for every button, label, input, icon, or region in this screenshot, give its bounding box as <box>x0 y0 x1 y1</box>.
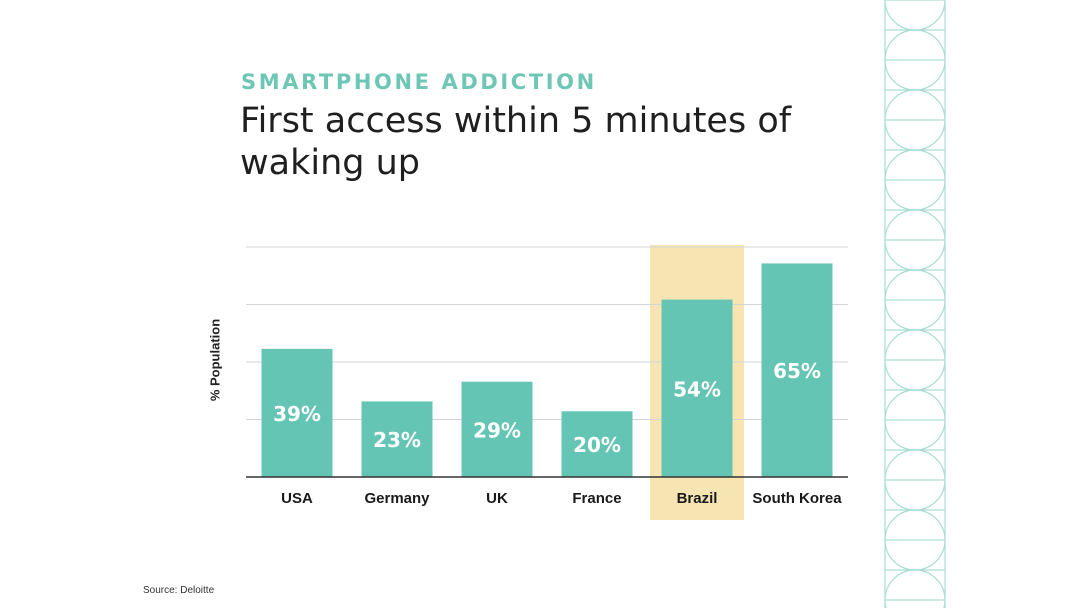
x-tick-label: Brazil <box>677 490 718 507</box>
bar-brazil <box>661 299 733 477</box>
chart-title: First access within 5 minutes of waking … <box>240 101 792 183</box>
chart-kicker: SMARTPHONE ADDICTION <box>241 70 597 94</box>
bar-usa <box>261 348 333 477</box>
bar-germany <box>361 401 433 477</box>
source-note: Source: Deloitte <box>143 585 215 596</box>
x-tick-label: South Korea <box>752 490 842 507</box>
bar-france <box>561 411 633 477</box>
value-label: 54% <box>673 377 721 401</box>
bar-south-korea <box>761 263 833 477</box>
bar-uk <box>461 381 533 477</box>
x-tick-label: USA <box>281 490 313 507</box>
x-tick-label: UK <box>486 490 508 507</box>
value-label: 23% <box>373 428 421 452</box>
x-tick-label: Germany <box>364 490 430 507</box>
decorative-pattern <box>884 0 946 608</box>
value-label: 65% <box>773 359 821 383</box>
value-label: 29% <box>473 418 521 442</box>
value-label: 20% <box>573 433 621 457</box>
x-tick-label: France <box>572 490 621 507</box>
value-label: 39% <box>273 402 321 426</box>
